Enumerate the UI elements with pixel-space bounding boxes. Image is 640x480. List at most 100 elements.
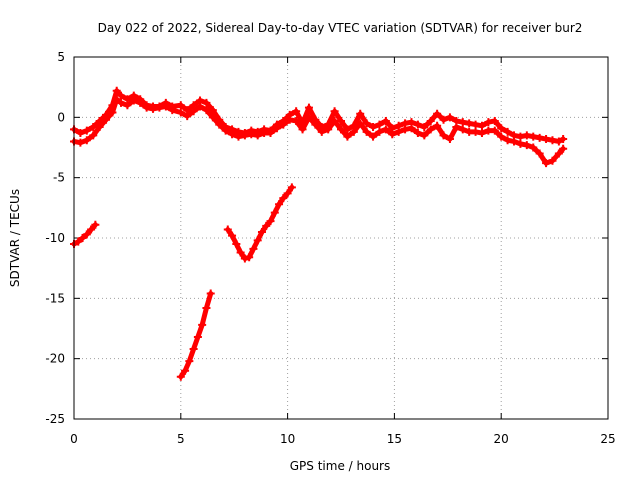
series-line (225, 184, 295, 262)
data-point (161, 102, 170, 111)
data-point (381, 125, 390, 134)
data-point (535, 133, 544, 142)
data-point (249, 244, 258, 253)
data-point (245, 253, 254, 262)
data-point (522, 141, 531, 150)
data-point (311, 120, 320, 129)
data-point (189, 107, 198, 116)
x-tick-label: 25 (600, 432, 615, 446)
data-point (477, 121, 486, 130)
data-point (189, 345, 198, 354)
data-point (497, 124, 506, 133)
data-point (324, 125, 333, 134)
data-point (559, 135, 568, 144)
data-point (136, 98, 145, 107)
data-point (221, 126, 230, 135)
data-point (439, 131, 448, 140)
data-point (375, 127, 384, 136)
data-point (228, 231, 237, 240)
data-point (349, 127, 358, 136)
data-point (337, 125, 345, 134)
data-point (510, 137, 519, 146)
data-point (503, 136, 512, 145)
data-point (484, 118, 493, 127)
data-point (433, 109, 442, 118)
data-point (236, 248, 245, 257)
data-point (356, 119, 365, 128)
data-point (458, 125, 467, 134)
data-point (330, 107, 339, 116)
data-point (279, 120, 288, 129)
data-point (82, 230, 91, 239)
data-point (202, 303, 211, 312)
data-point (548, 136, 557, 145)
data-point (198, 320, 207, 329)
data-point (257, 227, 266, 236)
data-point (270, 208, 279, 217)
data-point (202, 98, 211, 107)
data-point (490, 116, 499, 125)
data-point (413, 120, 422, 129)
x-tick-label: 20 (494, 432, 509, 446)
data-point (76, 138, 85, 147)
data-point (497, 132, 506, 141)
data-point (275, 200, 284, 209)
data-point (149, 104, 158, 113)
data-point (223, 225, 232, 234)
x-tick-label: 15 (387, 432, 402, 446)
data-point (413, 129, 422, 138)
y-tick-label: -10 (45, 231, 65, 245)
data-point (247, 130, 256, 139)
data-point (292, 116, 301, 125)
data-point (471, 127, 480, 136)
data-point (196, 102, 205, 111)
data-point (176, 372, 185, 381)
data-point (87, 225, 96, 234)
data-point (102, 115, 111, 124)
data-point (362, 127, 371, 136)
x-tick-label: 10 (280, 432, 295, 446)
data-point (181, 366, 190, 375)
data-point (381, 116, 390, 125)
plot-frame (73, 56, 609, 420)
chart-title: Day 022 of 2022, Sidereal Day-to-day VTE… (98, 21, 583, 35)
data-point (95, 122, 104, 131)
series-main-band-a (70, 86, 568, 146)
data-point (142, 103, 151, 112)
data-point (89, 131, 98, 140)
data-point (78, 234, 87, 242)
series-segment-steep (176, 289, 215, 381)
data-point (272, 124, 281, 133)
data-point (253, 131, 262, 140)
data-point (426, 116, 435, 125)
data-point (401, 125, 410, 134)
data-point (317, 127, 326, 136)
data-point (304, 113, 313, 122)
data-point (529, 143, 538, 152)
data-point (155, 103, 164, 112)
x-tick-label: 5 (177, 432, 185, 446)
data-point (234, 132, 243, 141)
data-point (116, 91, 125, 100)
series-line (71, 88, 566, 144)
data-point (445, 113, 454, 122)
data-point (477, 129, 486, 138)
data-point (304, 103, 313, 112)
data-point (168, 106, 177, 115)
data-point (490, 126, 499, 135)
x-axis-label: GPS time / hours (290, 459, 391, 473)
data-point (369, 122, 378, 131)
series-main-band-b (70, 95, 568, 168)
axis-ticks: 0 5 10 15 20 25 -25 -20 -15 -10 -5 0 5 (45, 50, 615, 446)
data-point (202, 106, 211, 115)
data-point (503, 127, 512, 136)
data-point (108, 108, 117, 117)
data-point (420, 122, 429, 131)
data-point (522, 131, 531, 140)
data-point (74, 237, 83, 246)
y-tick-label: -15 (45, 291, 65, 305)
data-point (91, 220, 100, 229)
data-point (465, 119, 474, 128)
data-point (240, 254, 249, 263)
